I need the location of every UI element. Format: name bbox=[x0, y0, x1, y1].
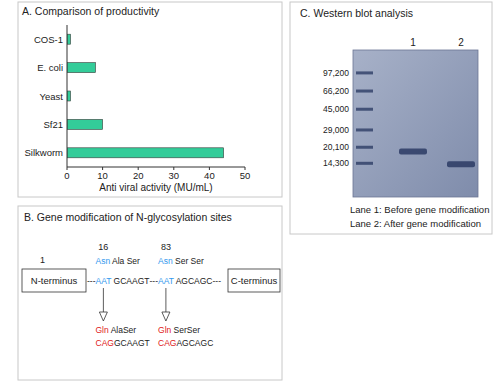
terminus-box bbox=[228, 269, 280, 292]
bars bbox=[67, 34, 224, 158]
caption: Lane 2: After gene modification bbox=[350, 218, 481, 229]
panel-b: B. Gene modification of N-glycosylation … bbox=[18, 206, 282, 380]
bar bbox=[67, 119, 103, 129]
figure: A. Comparison of productivity COS-1 E. col… bbox=[0, 0, 500, 385]
tick-label: 40 bbox=[204, 170, 215, 181]
bar bbox=[67, 34, 71, 44]
bar bbox=[67, 63, 95, 73]
arrow-shaft bbox=[165, 288, 166, 312]
separator: --- bbox=[213, 276, 222, 286]
arrow-shaft bbox=[103, 288, 104, 312]
category-label: Sf21 bbox=[43, 119, 63, 130]
panel-title: C. Western blot analysis bbox=[300, 7, 413, 19]
residues: Asn Ala Ser bbox=[96, 256, 141, 266]
terminus-label: N-terminus bbox=[31, 275, 78, 286]
new-next-residues: SerSer bbox=[171, 325, 200, 335]
residue: Asn bbox=[96, 256, 111, 266]
ladder-band bbox=[356, 128, 373, 131]
next-codons: AGCAGC bbox=[174, 276, 213, 286]
arrow-head bbox=[99, 312, 107, 321]
new-residue: Gln bbox=[158, 325, 172, 335]
panel-title: A. Comparison of productivity bbox=[22, 5, 160, 17]
ladder-band bbox=[356, 108, 373, 111]
axis-line bbox=[67, 167, 245, 168]
terminus-label: C-terminus bbox=[231, 275, 278, 286]
sample-band bbox=[399, 148, 427, 154]
bands bbox=[356, 71, 475, 167]
position-number: 1 bbox=[40, 255, 45, 265]
panel-c: C. Western blot analysis 97,200 66,200 45,0… bbox=[290, 2, 492, 234]
codon-sequence: ---AAT AGCAGC bbox=[150, 276, 213, 286]
new-codon: CAG bbox=[158, 338, 176, 348]
lane-label: 2 bbox=[458, 37, 464, 48]
next-codons: GCAAGT bbox=[114, 338, 150, 348]
panel-frame bbox=[18, 2, 282, 197]
position-number: 16 bbox=[98, 242, 108, 252]
category-label: Silkworm bbox=[24, 147, 63, 158]
tick-label: 20,100 bbox=[323, 142, 349, 152]
panel-frame bbox=[18, 206, 282, 380]
tick-label: 0 bbox=[64, 170, 69, 181]
terminus-box bbox=[22, 269, 86, 292]
next-residues: Ala Ser bbox=[110, 256, 140, 266]
codon-sequence: ---AAT GCAAGT bbox=[87, 276, 150, 286]
codon: AAT bbox=[158, 276, 174, 286]
arrow-head bbox=[162, 312, 170, 321]
next-residues: Ser Ser bbox=[173, 256, 204, 266]
tick-label: 66,200 bbox=[323, 86, 349, 96]
separator: --- bbox=[150, 276, 159, 286]
new-residues: Gln SerSer bbox=[158, 325, 200, 335]
lane-label: 1 bbox=[410, 37, 416, 48]
tick-label: 30 bbox=[169, 170, 180, 181]
tick-label: 45,000 bbox=[323, 104, 349, 114]
sample-band bbox=[447, 161, 475, 167]
bar bbox=[67, 91, 71, 101]
new-residue: Gln bbox=[96, 325, 110, 335]
new-codon-sequence: CAGGCAAGT bbox=[96, 338, 150, 348]
panel-frame bbox=[290, 2, 492, 234]
next-codons: AGCAGC bbox=[176, 338, 213, 348]
caption: Lane 1: Before gene modification bbox=[350, 204, 489, 215]
ladder-band bbox=[356, 146, 373, 149]
new-codon: CAG bbox=[96, 338, 114, 348]
bar bbox=[67, 148, 224, 158]
category-label: COS-1 bbox=[34, 34, 63, 45]
residue: Asn bbox=[158, 256, 173, 266]
separator: --- bbox=[87, 276, 96, 286]
blot-membrane bbox=[353, 50, 478, 197]
tick-label: 20 bbox=[133, 170, 144, 181]
ladder-band bbox=[356, 71, 373, 74]
panel-title: B. Gene modification of N-glycosylation … bbox=[24, 211, 232, 223]
axis-label: Anti viral activity (MU/mL) bbox=[99, 182, 212, 193]
axis-line bbox=[67, 25, 68, 167]
tick-label: 50 bbox=[240, 170, 251, 181]
codon: AAT bbox=[96, 276, 112, 286]
category-label: E. coli bbox=[37, 62, 63, 73]
ladder-band bbox=[356, 162, 373, 165]
tick-label: 14,300 bbox=[323, 158, 349, 168]
tick-label: 97,200 bbox=[323, 68, 349, 78]
tick-label: 10 bbox=[97, 170, 108, 181]
new-next-residues: AlaSer bbox=[109, 325, 137, 335]
new-codon-sequence: CAGAGCAGC bbox=[158, 338, 213, 348]
panel-a: A. Comparison of productivity COS-1 E. col… bbox=[18, 2, 282, 197]
next-codons: GCAAGT bbox=[111, 276, 149, 286]
category-label: Yeast bbox=[40, 91, 64, 102]
position-number: 83 bbox=[161, 242, 171, 252]
ladder-band bbox=[356, 90, 373, 93]
tick-label: 29,000 bbox=[323, 125, 349, 135]
residues: Asn Ser Ser bbox=[158, 256, 204, 266]
codon-sequence: --- bbox=[213, 276, 222, 286]
new-residues: Gln AlaSer bbox=[96, 325, 137, 335]
